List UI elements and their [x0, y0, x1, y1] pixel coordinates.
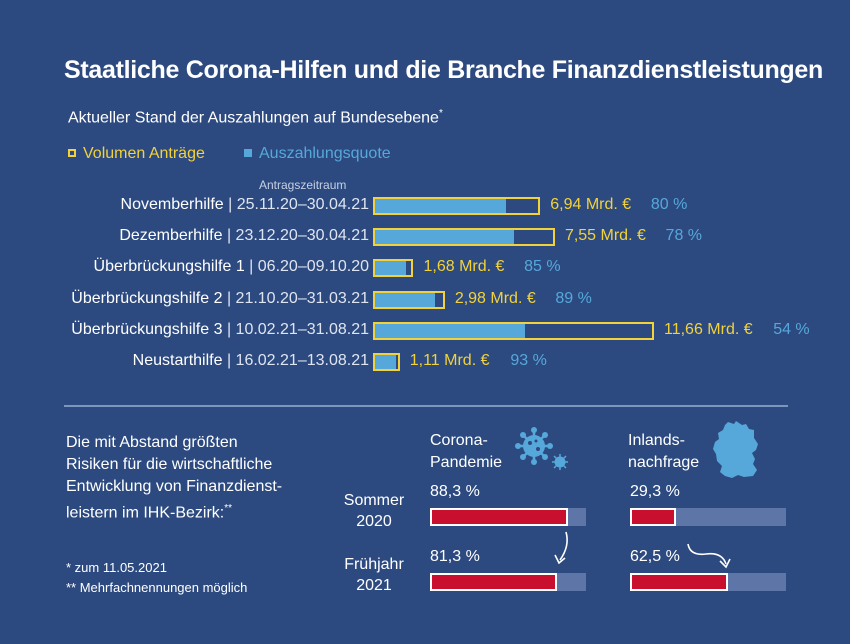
volume-label: 6,94 Mrd. €: [550, 196, 632, 213]
quota-label: 89 %: [555, 289, 592, 307]
risk-track: [430, 508, 586, 526]
quota-label: 93 %: [510, 352, 547, 369]
aid-period: | 06.20–09.10.20: [249, 258, 369, 276]
aid-period: | 21.10.20–31.03.21: [226, 289, 369, 307]
footnote-date: * zum 11.05.2021: [66, 560, 167, 575]
quota-bar: [375, 323, 525, 338]
volume-bar: [373, 228, 555, 247]
period-spring-2021: Frühjahr 2021: [344, 556, 404, 594]
volume-label: 1,11 Mrd. €: [409, 352, 490, 369]
volume-bar: [373, 321, 654, 340]
chart-subtitle: Aktueller Stand der Auszahlungen auf Bun…: [68, 108, 443, 127]
aid-row-label: Novemberhilfe | 25.11.20–30.04.21: [121, 196, 369, 214]
aid-name: Überbrückungshilfe 1: [93, 258, 250, 276]
risk-bar: [630, 508, 676, 526]
volume-bar: [373, 353, 400, 371]
quota-label: 78 %: [665, 227, 703, 245]
risk-track: [430, 573, 586, 591]
quota-label: 80 %: [650, 196, 688, 213]
volume-label: 7,55 Mrd. €: [564, 227, 646, 245]
aid-period: | 10.02.21–31.08.21: [226, 320, 369, 338]
risk-track: [630, 573, 786, 591]
quota-label: 85 %: [524, 258, 561, 276]
volume-bar: [373, 197, 541, 215]
aid-row-label: Überbrückungshilfe 2 | 21.10.20–31.03.21: [71, 290, 369, 308]
col-head-corona: Corona- Pandemie: [430, 432, 503, 471]
risk-bar: [630, 573, 728, 591]
period-summer-2020: Sommer 2020: [343, 492, 405, 530]
volume-label: 1,68 Mrd. €: [423, 258, 505, 276]
aid-period: | 16.02.21–13.08.21: [226, 352, 369, 369]
risk-track: [630, 508, 786, 526]
period-header: Antragszeitraum: [259, 178, 347, 192]
aid-row-label: Überbrückungshilfe 1 | 06.20–09.10.20: [94, 258, 369, 276]
risk-value-label: 81,3 %: [430, 548, 480, 565]
aid-row-label: Überbrückungshilfe 3 | 10.02.21–31.08.21: [71, 321, 369, 339]
quota-bar: [375, 292, 436, 307]
aid-name: Neustarthilfe: [132, 352, 227, 369]
germany-map-icon: [713, 421, 758, 478]
aid-name: Dezemberhilfe: [119, 227, 227, 245]
aid-name: Überbrückungshilfe 2: [71, 289, 227, 307]
page-title: Staatliche Corona-Hilfen und die Branche…: [64, 56, 823, 84]
aid-period: | 23.12.20–30.04.21: [226, 227, 369, 245]
quota-bar: [375, 355, 397, 369]
aid-period: | 25.11.20–30.04.21: [228, 196, 369, 213]
arrow-inland-icon: [687, 543, 731, 569]
legend-volume: Volumen Anträge: [68, 145, 205, 163]
risk-bar: [430, 573, 557, 591]
section-divider: [64, 405, 788, 407]
col-head-inland: Inlands-nachfrage: [628, 432, 700, 471]
aid-name: Novemberhilfe: [120, 196, 229, 213]
quota-bar: [375, 261, 406, 276]
volume-label: 2,98 Mrd. €: [454, 289, 536, 307]
quota-bar: [375, 199, 506, 213]
quota-bar: [375, 230, 514, 245]
aid-name: Überbrückungshilfe 3: [71, 320, 227, 338]
legend-volume-swatch: [68, 148, 76, 157]
footnote-multiple: ** Mehrfachnennungen möglich: [66, 580, 248, 595]
risk-value-label: 62,5 %: [630, 548, 680, 565]
quota-label: 54 %: [773, 320, 810, 338]
volume-bar: [373, 290, 445, 309]
aid-row-label: Neustarthilfe | 16.02.21–13.08.21: [133, 352, 369, 370]
risk-bar: [430, 508, 568, 526]
legend-quota: Auszahlungsquote: [244, 145, 391, 163]
virus-icon: [515, 427, 568, 470]
risk-description: Die mit Abstand größten Risiken für die …: [66, 434, 283, 522]
aid-row-label: Dezemberhilfe | 23.12.20–30.04.21: [119, 227, 369, 245]
volume-label: 11,66 Mrd. €: [664, 320, 753, 338]
arrow-corona-icon: [554, 531, 568, 565]
risk-value-label: 88,3 %: [430, 483, 480, 500]
legend-quota-swatch: [244, 148, 252, 157]
risk-value-label: 29,3 %: [630, 483, 680, 500]
volume-bar: [373, 259, 414, 278]
